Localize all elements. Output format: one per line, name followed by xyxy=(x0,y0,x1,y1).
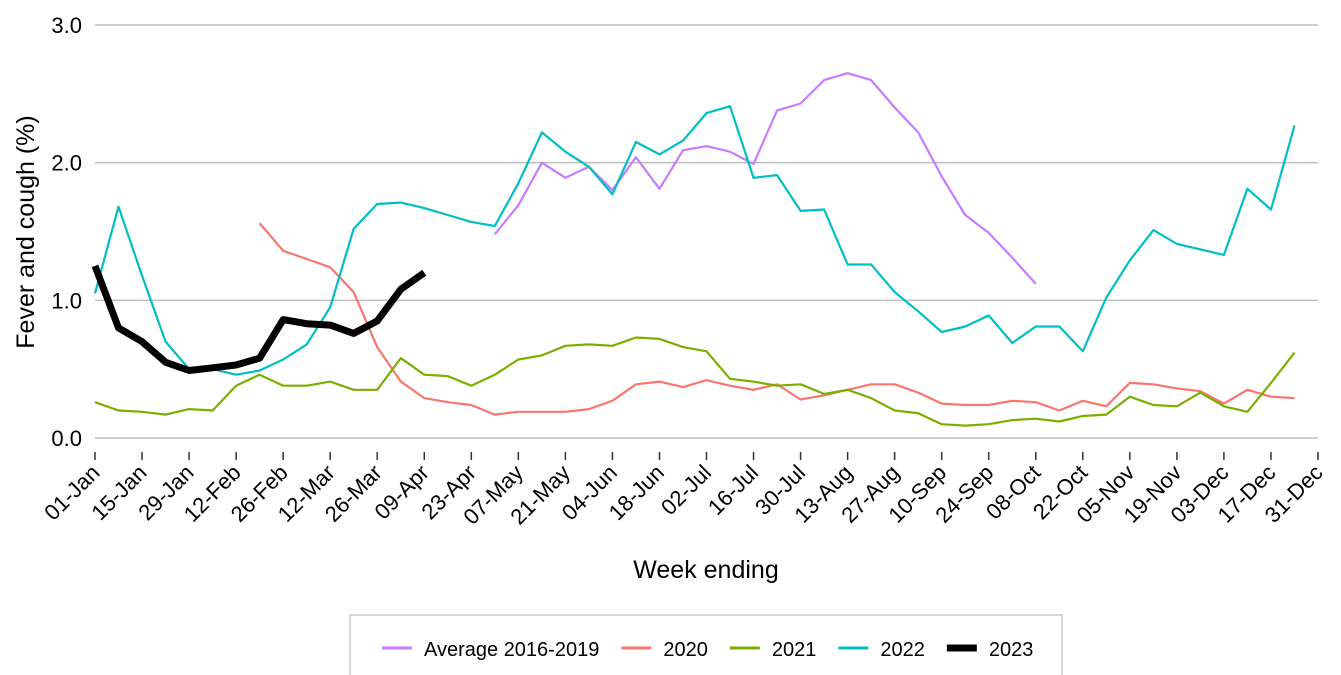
legend-label: 2023 xyxy=(989,639,1034,661)
y-tick-label: 2.0 xyxy=(51,151,82,176)
legend-label: 2020 xyxy=(663,639,708,661)
x-tick-label: 02-Jul xyxy=(656,460,716,520)
x-axis-label: Week ending xyxy=(633,556,778,584)
y-tick-label: 1.0 xyxy=(51,288,82,313)
legend-label: 2021 xyxy=(772,639,817,661)
series-line xyxy=(94,336,1296,427)
series-line xyxy=(258,222,1295,416)
legend-label: 2022 xyxy=(880,639,925,661)
y-axis-label: Fever and cough (%) xyxy=(12,115,40,348)
legend-label: Average 2016-2019 xyxy=(424,639,599,661)
series-line xyxy=(91,264,427,374)
legend-box xyxy=(349,614,1063,675)
x-tick-label: 16-Jul xyxy=(703,460,763,520)
y-tick-label: 3.0 xyxy=(51,13,82,38)
y-tick-label: 0.0 xyxy=(51,426,82,451)
series-line xyxy=(93,105,1296,376)
series-line xyxy=(493,72,1037,285)
